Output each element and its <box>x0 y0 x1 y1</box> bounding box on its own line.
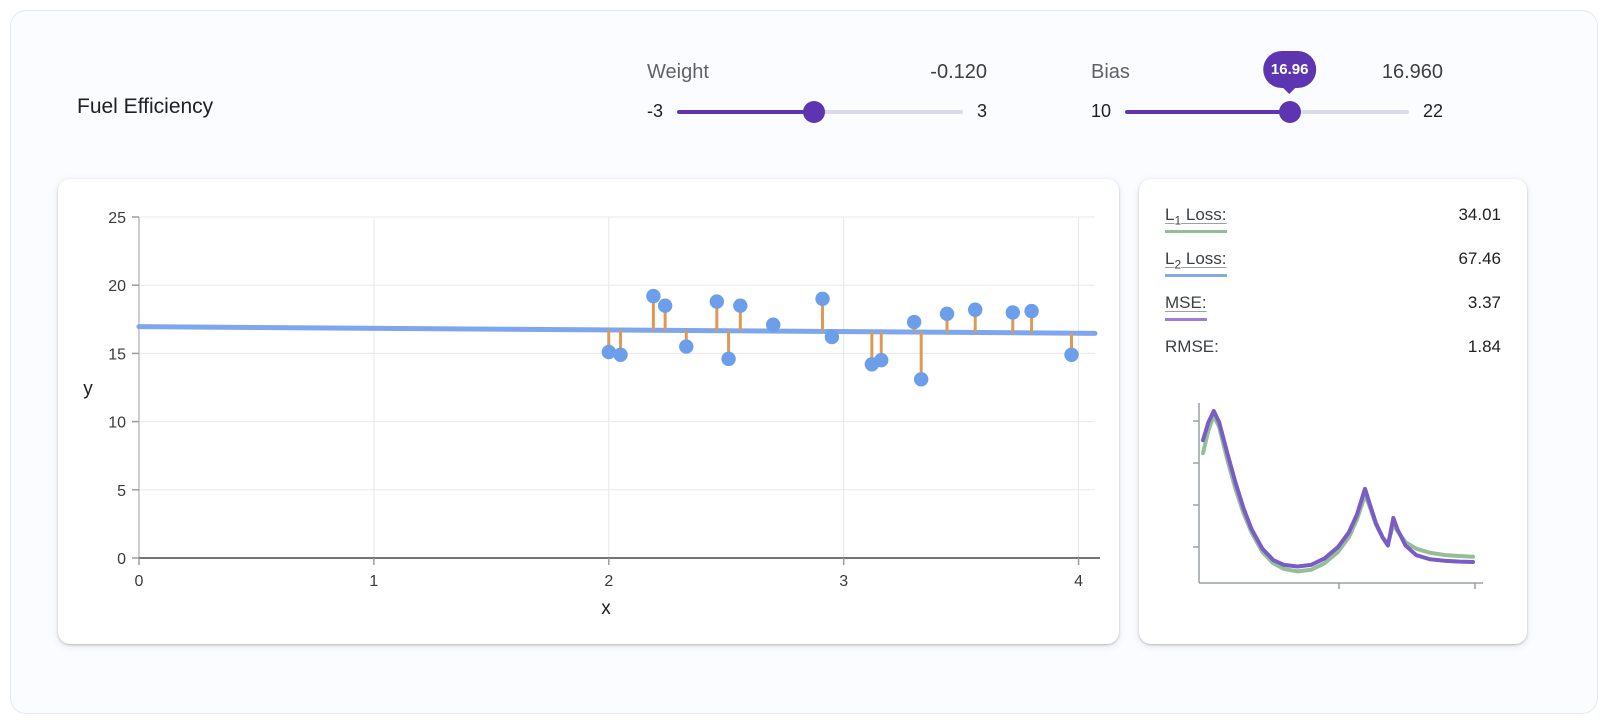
svg-text:25: 25 <box>108 210 126 227</box>
weight-slider[interactable] <box>677 100 963 123</box>
svg-text:0: 0 <box>135 573 144 590</box>
bias-label: Bias <box>1091 61 1130 83</box>
mse-value: 3.37 <box>1467 293 1501 312</box>
loss-curve-chart <box>1189 395 1501 608</box>
rmse-label: RMSE: <box>1165 337 1219 356</box>
loss-curve-svg <box>1193 403 1483 589</box>
svg-text:x: x <box>601 598 611 619</box>
svg-text:0: 0 <box>117 551 126 568</box>
metric-row-mse: MSE: 3.37 <box>1165 293 1501 337</box>
metric-row-l1: L1 Loss: 34.01 <box>1165 205 1501 249</box>
svg-text:20: 20 <box>108 278 126 295</box>
bias-slider[interactable]: 16.96 <box>1125 50 1409 123</box>
page-title: Fuel Efficiency <box>77 95 214 118</box>
svg-text:2: 2 <box>604 573 613 590</box>
bias-value-tooltip: 16.96 <box>1262 50 1317 88</box>
weight-control: Weight -0.120 -3 3 <box>647 61 987 123</box>
weight-min-label: -3 <box>647 101 664 121</box>
svg-text:10: 10 <box>108 415 126 432</box>
l1-loss-value: 34.01 <box>1458 205 1501 224</box>
loss-panel: L1 Loss: 34.01 L2 Loss: 67.46 MSE: 3.37 … <box>1139 179 1527 644</box>
l1-loss-label: L1 Loss: <box>1165 205 1227 234</box>
weight-slider-thumb[interactable] <box>803 100 826 123</box>
rmse-value: 1.84 <box>1467 337 1501 356</box>
svg-text:y: y <box>83 379 93 400</box>
bias-value: 16.960 <box>1381 61 1443 83</box>
weight-label: Weight <box>647 61 709 83</box>
l2-loss-value: 67.46 <box>1458 249 1501 268</box>
bias-slider-thumb[interactable] <box>1278 100 1301 123</box>
weight-value: -0.120 <box>930 61 987 83</box>
l2-loss-label: L2 Loss: <box>1165 249 1227 278</box>
model-chart-card: 0 5 10 15 20 25 0 1 2 3 4 y x <box>58 179 1119 644</box>
svg-text:5: 5 <box>117 483 126 500</box>
svg-text:15: 15 <box>108 346 126 363</box>
app-frame: Fuel Efficiency Weight -0.120 -3 3 Bias … <box>10 10 1598 714</box>
bias-min-label: 10 <box>1091 101 1112 121</box>
svg-text:3: 3 <box>839 573 848 590</box>
weight-max-label: 3 <box>976 101 987 121</box>
metric-row-rmse: RMSE: 1.84 <box>1165 337 1501 381</box>
svg-text:4: 4 <box>1074 573 1083 590</box>
scatter-plot: 0 5 10 15 20 25 0 1 2 3 4 y x <box>83 210 1100 619</box>
bias-slider-fill <box>1125 109 1290 114</box>
bias-max-label: 22 <box>1422 101 1443 121</box>
svg-text:1: 1 <box>369 573 378 590</box>
metric-row-l2: L2 Loss: 67.46 <box>1165 249 1501 293</box>
mse-label: MSE: <box>1165 293 1207 322</box>
weight-slider-fill <box>677 109 815 114</box>
bias-control: Bias 16.960 10 16.96 22 <box>1091 50 1443 123</box>
